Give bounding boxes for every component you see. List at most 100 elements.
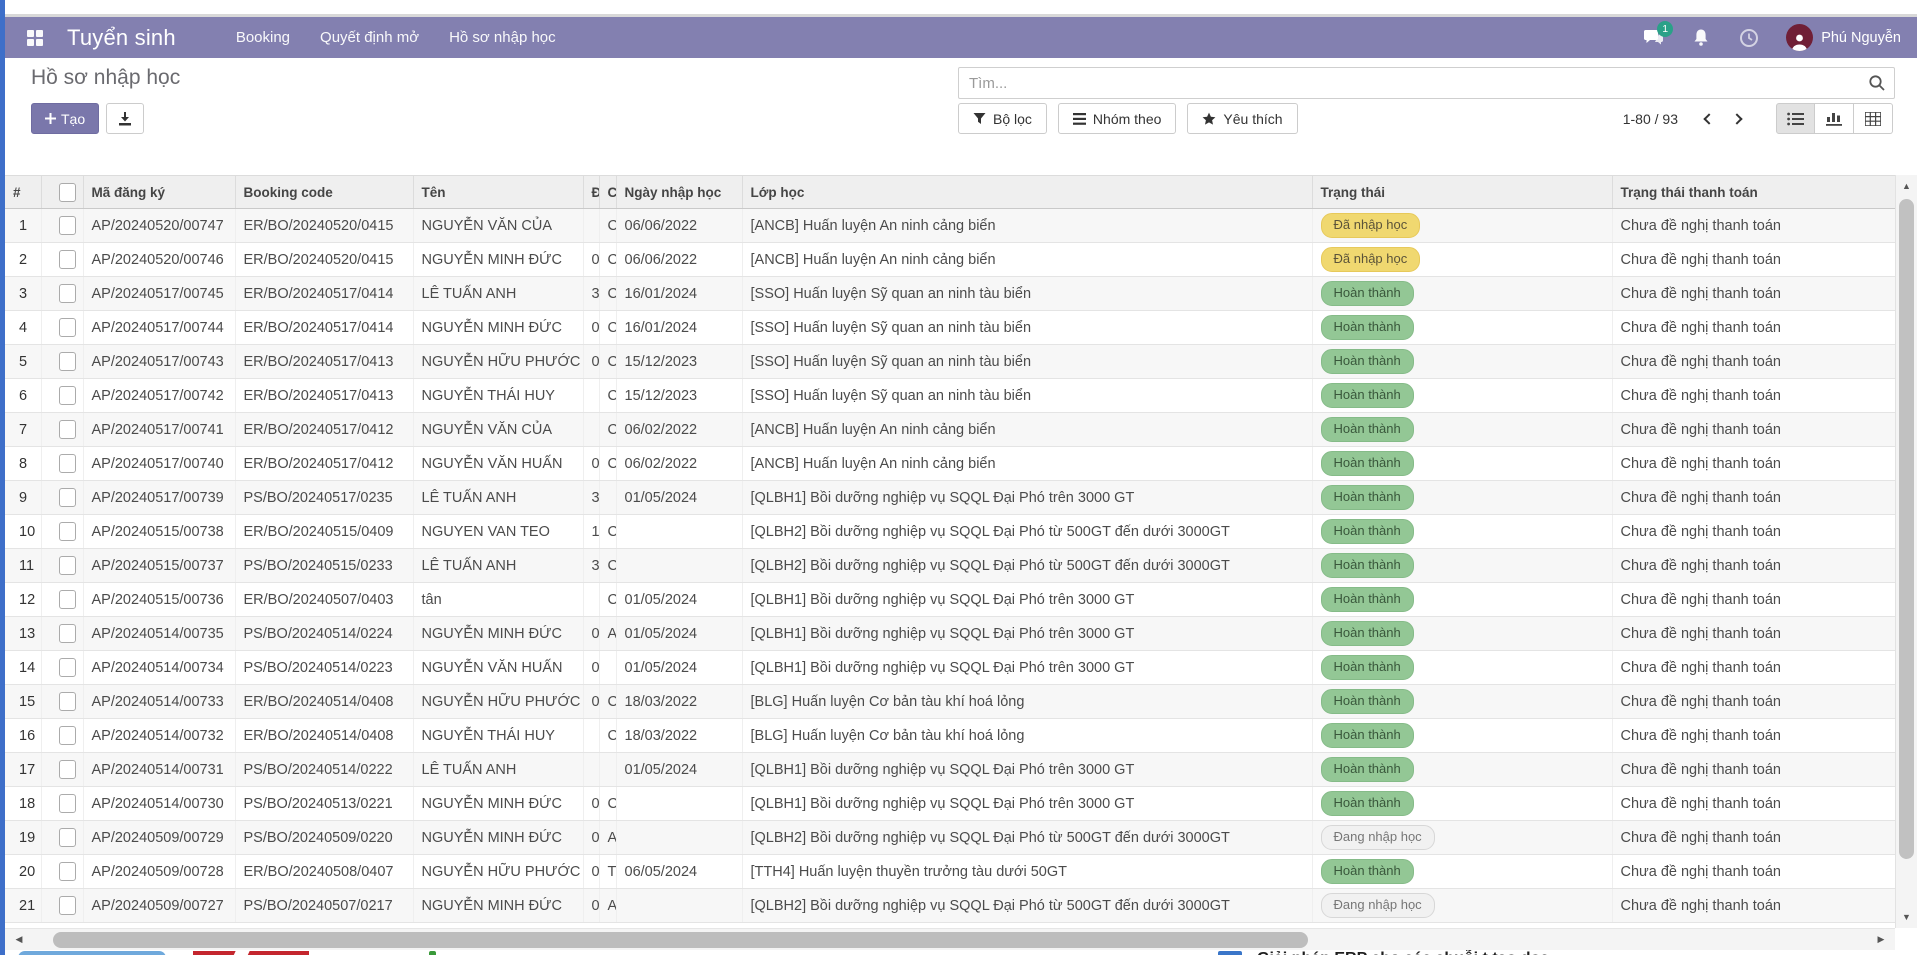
cell-ma-dang-ky: AP/20240517/00742 (83, 378, 236, 413)
messages-icon[interactable]: 1 (1642, 20, 1674, 49)
search-icon[interactable] (1860, 68, 1894, 98)
select-all-checkbox[interactable] (58, 182, 76, 202)
table-row[interactable]: 14 AP/20240514/00734 PS/BO/20240514/0223… (5, 650, 1896, 685)
cell-trang-thai-thanh-toan: Chưa đề nghị thanh toán (1612, 242, 1896, 277)
notifications-bell-icon[interactable] (1690, 27, 1712, 49)
scroll-right-arrow-icon[interactable]: ▶ (1877, 934, 1885, 944)
table-row[interactable]: 16 AP/20240514/00732 ER/BO/20240514/0408… (5, 718, 1896, 753)
cell-truncated-1: 0 (583, 820, 600, 855)
col-header-truncated-1[interactable]: Đ (583, 175, 600, 209)
table-row[interactable]: 1 AP/20240520/00747 ER/BO/20240520/0415 … (5, 208, 1896, 243)
cell-truncated-2: C (599, 514, 617, 549)
table-row[interactable]: 17 AP/20240514/00731 PS/BO/20240514/0222… (5, 752, 1896, 787)
row-checkbox[interactable] (58, 862, 76, 881)
table-row[interactable]: 7 AP/20240517/00741 ER/BO/20240517/0412 … (5, 412, 1896, 447)
vertical-scroll-thumb[interactable] (1899, 199, 1914, 859)
export-button[interactable] (106, 103, 145, 134)
activities-clock-icon[interactable] (1738, 27, 1760, 49)
row-checkbox[interactable] (58, 386, 76, 405)
table-row[interactable]: 4 AP/20240517/00744 ER/BO/20240517/0414 … (5, 310, 1896, 345)
row-checkbox[interactable] (58, 352, 76, 371)
horizontal-scrollbar[interactable]: ◀ ▶ (5, 928, 1895, 950)
col-header-ten[interactable]: Tên (413, 175, 584, 209)
scroll-up-arrow-icon[interactable]: ▲ (1902, 181, 1911, 191)
table-row[interactable]: 13 AP/20240514/00735 PS/BO/20240514/0224… (5, 616, 1896, 651)
table-row[interactable]: 18 AP/20240514/00730 PS/BO/20240513/0221… (5, 786, 1896, 821)
status-badge: Hoàn thành (1320, 791, 1414, 816)
row-checkbox[interactable] (58, 794, 76, 813)
row-checkbox[interactable] (58, 556, 76, 575)
table-row[interactable]: 20 AP/20240509/00728 ER/BO/20240508/0407… (5, 854, 1896, 889)
row-select-cell (41, 718, 84, 753)
list-view-button[interactable] (1776, 103, 1815, 134)
row-checkbox[interactable] (58, 828, 76, 847)
col-header-ma-dang-ky[interactable]: Mã đăng ký (83, 175, 236, 209)
row-checkbox[interactable] (58, 318, 76, 337)
groupby-button[interactable]: Nhóm theo (1057, 103, 1177, 134)
app-brand[interactable]: Tuyển sinh (67, 24, 176, 50)
pager-previous-button[interactable] (1694, 106, 1720, 132)
pager-next-button[interactable] (1726, 106, 1752, 132)
row-checkbox[interactable] (58, 896, 76, 915)
table-row[interactable]: 12 AP/20240515/00736 ER/BO/20240507/0403… (5, 582, 1896, 617)
col-header-lop-hoc[interactable]: Lớp học (742, 175, 1313, 209)
footer-blue-square (1218, 951, 1242, 955)
row-checkbox[interactable] (58, 760, 76, 779)
apps-grid-icon[interactable] (27, 29, 43, 46)
table-row[interactable]: 11 AP/20240515/00737 PS/BO/20240515/0233… (5, 548, 1896, 583)
row-checkbox[interactable] (58, 658, 76, 677)
menu-item-quyet-dinh-mo[interactable]: Quyết định mở (320, 29, 420, 46)
cell-truncated-2: C (599, 684, 617, 719)
row-checkbox[interactable] (58, 692, 76, 711)
scroll-down-arrow-icon[interactable]: ▼ (1902, 912, 1911, 922)
favorites-button[interactable]: Yêu thích (1187, 103, 1298, 134)
create-button[interactable]: Tạo (31, 103, 100, 134)
col-header-truncated-2[interactable]: C (599, 175, 617, 209)
row-checkbox[interactable] (58, 250, 76, 269)
row-checkbox[interactable] (58, 454, 76, 473)
row-checkbox[interactable] (58, 726, 76, 745)
row-checkbox[interactable] (58, 216, 76, 235)
cell-ngay-nhap-hoc: 16/01/2024 (616, 310, 743, 345)
menu-item-booking[interactable]: Booking (235, 29, 291, 46)
col-header-trang-thai-thanh-toan[interactable]: Trạng thái thanh toán (1612, 175, 1896, 209)
filters-button[interactable]: Bộ lọc (958, 103, 1047, 134)
row-checkbox[interactable] (58, 284, 76, 303)
table-row[interactable]: 8 AP/20240517/00740 ER/BO/20240517/0412 … (5, 446, 1896, 481)
chart-view-button[interactable] (1815, 103, 1854, 134)
cell-ngay-nhap-hoc: 06/02/2022 (616, 446, 743, 481)
table-row[interactable]: 5 AP/20240517/00743 ER/BO/20240517/0413 … (5, 344, 1896, 379)
vertical-scrollbar[interactable]: ▲ ▼ (1895, 175, 1917, 928)
table-row[interactable]: 21 AP/20240509/00727 PS/BO/20240507/0217… (5, 888, 1896, 923)
cell-booking-code: ER/BO/20240507/0403 (235, 582, 414, 617)
table-row[interactable]: 6 AP/20240517/00742 ER/BO/20240517/0413 … (5, 378, 1896, 413)
row-checkbox[interactable] (58, 624, 76, 643)
table-row[interactable]: 10 AP/20240515/00738 ER/BO/20240515/0409… (5, 514, 1896, 549)
table-row[interactable]: 3 AP/20240517/00745 ER/BO/20240517/0414 … (5, 276, 1896, 311)
col-header-booking-code[interactable]: Booking code (235, 175, 414, 209)
col-header-trang-thai[interactable]: Trạng thái (1312, 175, 1613, 209)
row-checkbox[interactable] (58, 590, 76, 609)
pivot-view-button[interactable] (1854, 103, 1893, 134)
cell-ma-dang-ky: AP/20240509/00727 (83, 888, 236, 923)
menu-item-ho-so-nhap-hoc[interactable]: Hồ sơ nhập học (449, 29, 556, 46)
table-row[interactable]: 19 AP/20240509/00729 PS/BO/20240509/0220… (5, 820, 1896, 855)
row-checkbox[interactable] (58, 488, 76, 507)
search-box (958, 67, 1895, 99)
cell-lop-hoc: [ANCB] Huấn luyện An ninh cảng biển (742, 208, 1313, 243)
cell-ma-dang-ky: AP/20240514/00730 (83, 786, 236, 821)
table-row[interactable]: 2 AP/20240520/00746 ER/BO/20240520/0415 … (5, 242, 1896, 277)
col-header-ngay-nhap-hoc[interactable]: Ngày nhập học (616, 175, 743, 209)
row-checkbox[interactable] (58, 522, 76, 541)
row-index: 3 (5, 276, 42, 311)
scroll-left-arrow-icon[interactable]: ◀ (15, 934, 23, 944)
row-checkbox[interactable] (58, 420, 76, 439)
col-header-index[interactable]: # (5, 175, 42, 209)
cell-truncated-2: C (599, 208, 617, 243)
table-row[interactable]: 9 AP/20240517/00739 PS/BO/20240517/0235 … (5, 480, 1896, 515)
horizontal-scroll-thumb[interactable] (53, 932, 1308, 948)
user-menu[interactable]: Phú Nguyễn (1786, 24, 1901, 51)
search-input[interactable] (959, 74, 1860, 92)
table-body: 1 AP/20240520/00747 ER/BO/20240520/0415 … (5, 208, 1896, 923)
table-row[interactable]: 15 AP/20240514/00733 ER/BO/20240514/0408… (5, 684, 1896, 719)
